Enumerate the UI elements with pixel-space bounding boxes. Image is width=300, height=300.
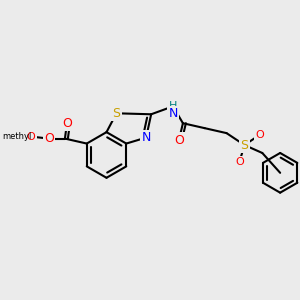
Text: N: N <box>168 107 178 120</box>
Text: methyl: methyl <box>3 132 32 141</box>
Text: O: O <box>62 117 72 130</box>
Text: H: H <box>169 101 177 111</box>
Text: S: S <box>240 139 248 152</box>
Text: S: S <box>112 107 120 120</box>
Text: O: O <box>44 132 54 145</box>
Text: O: O <box>235 157 244 167</box>
Text: O: O <box>255 130 264 140</box>
Text: N: N <box>141 131 151 144</box>
Text: O: O <box>27 132 36 142</box>
Text: O: O <box>174 134 184 147</box>
